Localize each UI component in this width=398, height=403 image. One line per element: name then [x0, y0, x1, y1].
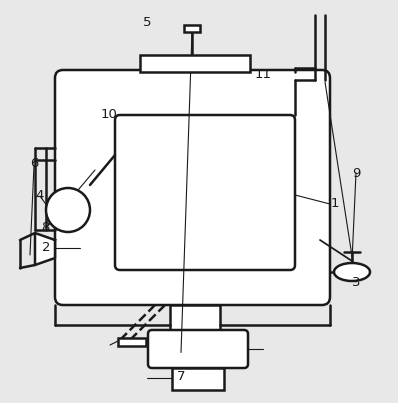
FancyBboxPatch shape [148, 330, 248, 368]
Circle shape [46, 188, 90, 232]
Bar [170, 305, 220, 330]
Ellipse shape [334, 263, 370, 281]
Text: 7: 7 [177, 370, 185, 383]
Text: 8: 8 [41, 221, 50, 234]
Text: 1: 1 [330, 197, 339, 210]
Text: 4: 4 [35, 189, 44, 202]
Polygon shape [35, 233, 55, 265]
Bar [184, 25, 200, 32]
FancyBboxPatch shape [115, 115, 295, 270]
Text: 11: 11 [254, 68, 271, 81]
Bar [172, 368, 224, 390]
Text: 9: 9 [352, 167, 361, 180]
Text: 5: 5 [143, 16, 152, 29]
Text: 2: 2 [41, 241, 50, 254]
Bar [140, 55, 250, 72]
Text: 10: 10 [101, 108, 118, 121]
Text: 3: 3 [352, 276, 361, 289]
Bar [118, 338, 146, 346]
Text: 6: 6 [29, 157, 38, 170]
FancyBboxPatch shape [55, 70, 330, 305]
